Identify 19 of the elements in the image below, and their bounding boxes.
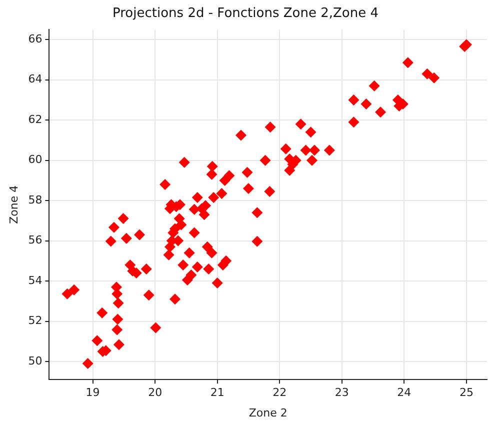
y-tick-label: 52 (28, 314, 42, 328)
x-axis-title: Zone 2 (248, 406, 288, 420)
y-tick-label: 66 (28, 32, 42, 46)
x-tick-label: 20 (148, 386, 162, 400)
y-axis-title: Zone 4 (7, 185, 20, 224)
x-tick-label: 21 (210, 386, 224, 400)
x-tick-label: 23 (334, 386, 349, 400)
y-tick-label: 64 (28, 72, 42, 86)
y-tick-label: 60 (28, 153, 42, 166)
y-tick-label: 54 (28, 274, 42, 287)
chart-title: Projections 2d - Fonctions Zone 2,Zone 4 (112, 6, 378, 22)
x-tick-label: 24 (397, 386, 412, 400)
y-tick-label: 58 (28, 193, 42, 206)
y-tick-label: 50 (28, 354, 42, 368)
y-tick-label: 62 (28, 112, 42, 126)
x-tick-label: 22 (272, 386, 287, 400)
x-tick-label: 19 (86, 386, 100, 400)
y-tick-label: 56 (28, 234, 42, 247)
x-tick-label: 25 (459, 386, 474, 400)
